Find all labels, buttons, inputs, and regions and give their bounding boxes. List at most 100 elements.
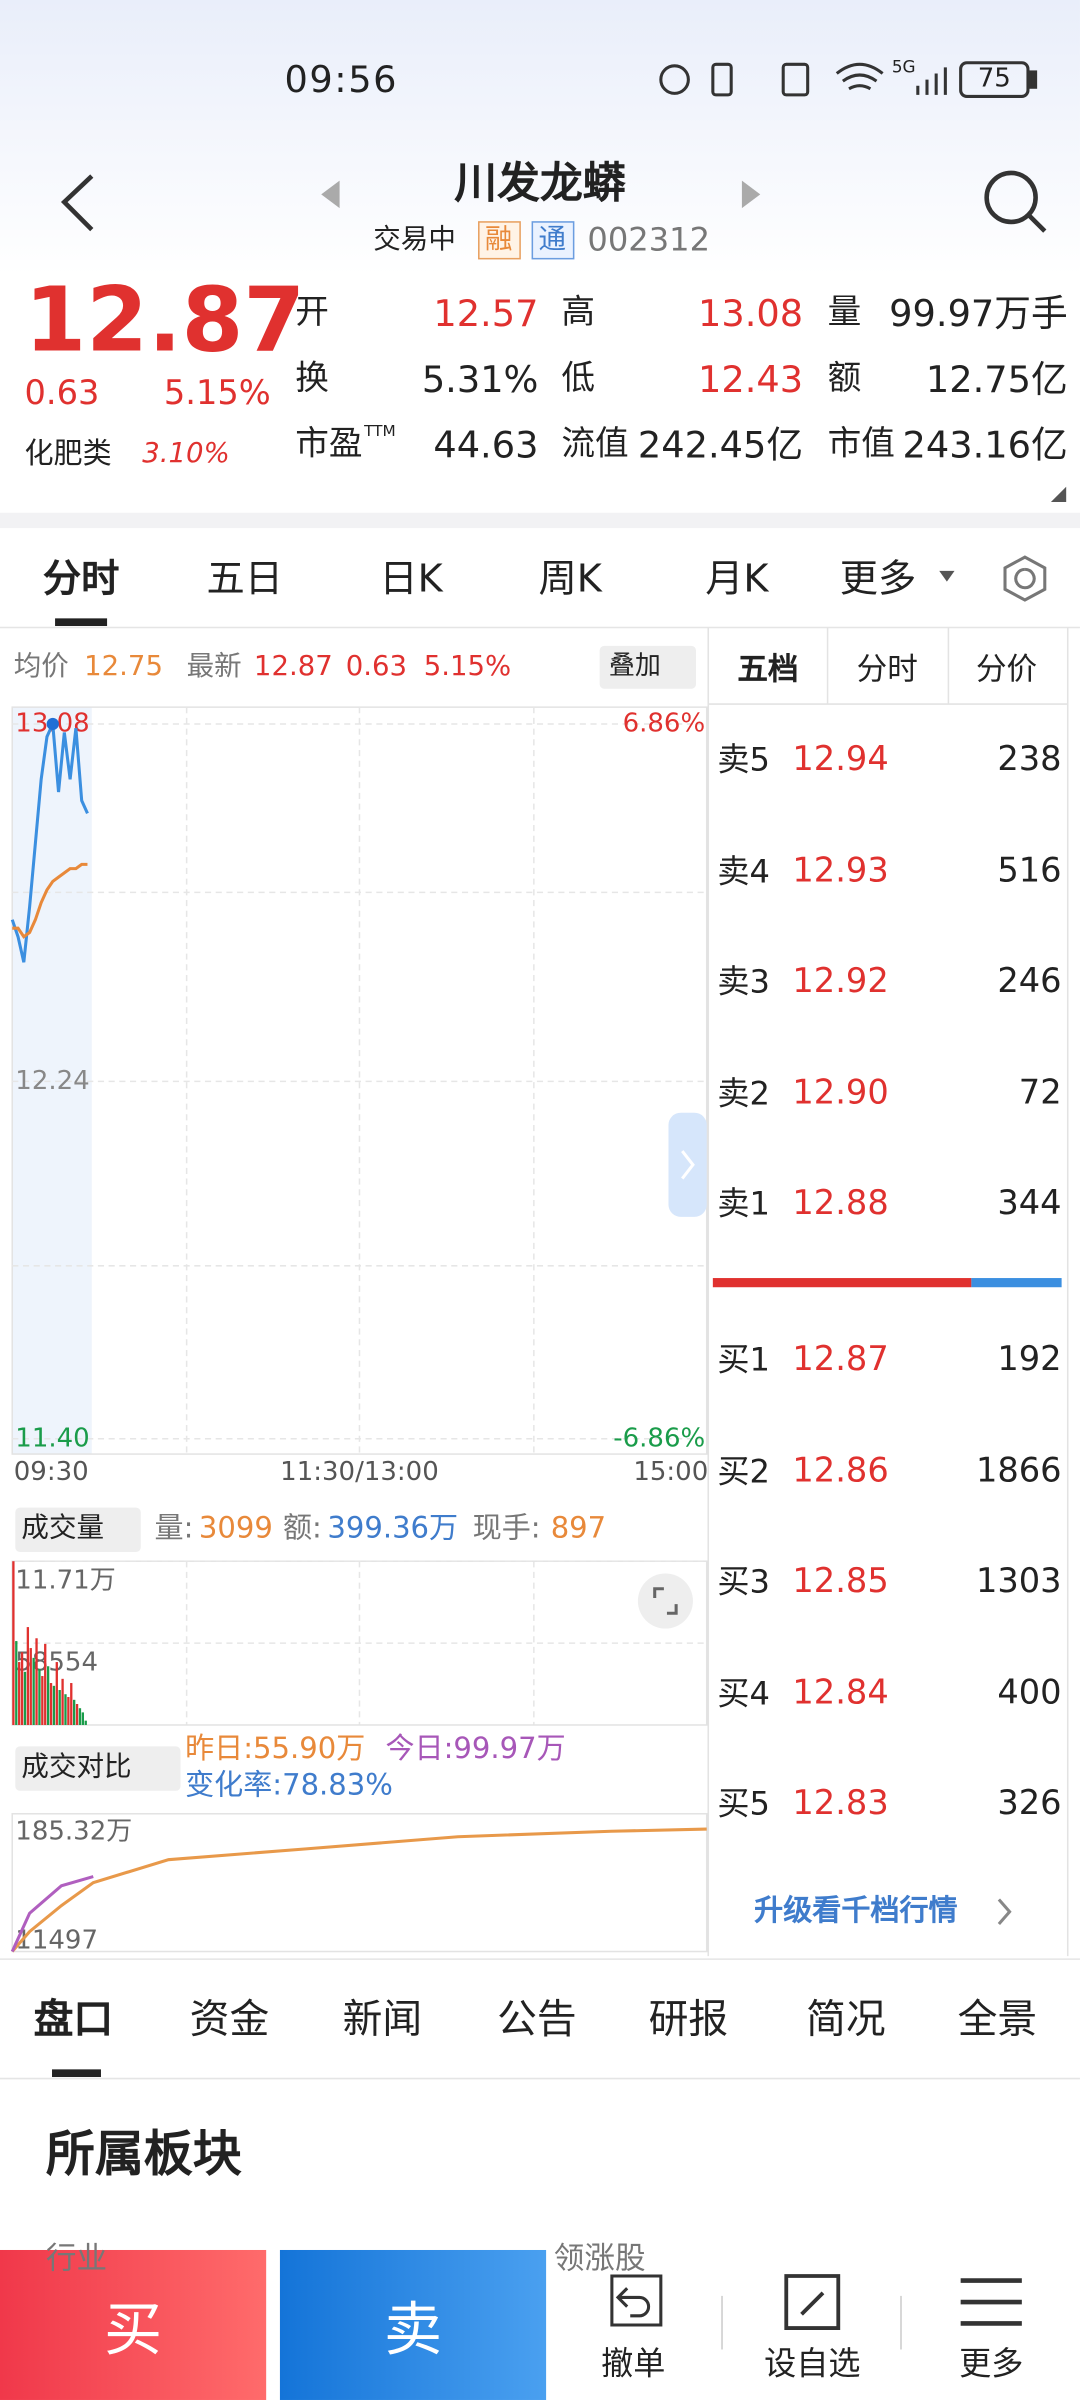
volume-bar [15,1641,18,1725]
field-label: 流值 [561,425,629,464]
volume-bar [70,1683,73,1725]
book-tab[interactable]: 分价 [975,650,1038,688]
sell-label[interactable]: 卖 [383,2295,443,2364]
volume-bar [49,1683,53,1725]
section-industry: 行业 [45,2239,108,2277]
back-button[interactable] [60,174,94,232]
book-label: 买1 [717,1341,771,1379]
y-tick-label: 12.24 [15,1066,89,1096]
grid-quarters [12,707,707,1725]
detail-tab[interactable]: 简况 [806,1997,886,2044]
settings-icon[interactable] [1003,555,1047,602]
detail-tab[interactable]: 新闻 [342,1997,423,2044]
book-volume: 1866 [975,1451,1062,1491]
chart-tab[interactable]: 日K [379,556,443,601]
buy-button[interactable] [0,2249,267,2400]
detail-tab[interactable]: 资金 [189,1997,270,2044]
watchlist-icon[interactable] [784,2274,841,2330]
book-volume: 400 [997,1673,1062,1712]
book-label: 卖2 [717,1074,771,1112]
sell-button[interactable] [279,2249,547,2400]
vol-value: 3099 [198,1511,273,1546]
more-caret [939,570,955,582]
buy-label[interactable]: 买 [104,2295,163,2364]
chart-tab[interactable]: 五日 [206,556,284,601]
book-price: 12.88 [792,1184,889,1223]
cancel-icon[interactable] [610,2274,663,2327]
compare-menu[interactable] [15,1746,181,1791]
volume-title[interactable]: 成交量 [21,1512,105,1545]
book-tab[interactable]: 五档 [737,650,799,688]
volume-menu[interactable] [15,1507,141,1553]
chart-tab[interactable]: 更多 [839,556,917,601]
chart-tab[interactable]: 月K [705,556,769,601]
detail-tab[interactable]: 研报 [648,1997,729,2044]
side-handle-arrow [681,1150,695,1180]
price-line [10,718,89,963]
tag: 通 [538,223,566,256]
tab-indicator [52,2069,101,2078]
volume-bar [41,1676,44,1725]
tool-label[interactable]: 撤单 [601,2345,666,2383]
volume-bar [18,1662,21,1725]
volume-bar [44,1643,47,1725]
tool-label[interactable]: 更多 [959,2345,1024,2383]
compare-today: 今日:99.97万 [385,1731,566,1766]
field-label: 市盈 [295,425,363,464]
field-label: 开 [295,293,329,333]
volume-bar [23,1671,27,1725]
chart-tab[interactable]: 周K [538,556,602,601]
field-value: 13.08 [697,292,804,336]
overlay[interactable]: 叠加 [608,651,661,682]
volume-bar [67,1697,70,1725]
field-label: 高 [561,293,596,333]
volume-bar [20,1652,24,1725]
tag-box [531,221,575,260]
y-tick-label: 11497 [15,1925,98,1955]
book-price: 12.94 [792,740,889,780]
vol-label: 量: [154,1511,194,1546]
field-label: 额 [827,359,862,398]
book-tab[interactable]: 分时 [856,650,918,688]
volume-bar [78,1708,82,1725]
tool-label[interactable]: 设自选 [764,2345,861,2383]
field-value: 12.57 [433,292,539,336]
more-icon[interactable] [960,2278,1022,2326]
compare-line [10,1875,94,1953]
volume-bar [55,1662,58,1725]
detail-tab[interactable]: 公告 [497,1997,577,2044]
field-value: 99.97万手 [889,292,1068,336]
fullscreen-icon [653,1587,678,1615]
compare-rate: 变化率:78.83% [185,1768,393,1803]
upgrade-link[interactable]: 升级看千档行情 [754,1894,958,1928]
compare-title[interactable]: 成交对比 [21,1751,132,1784]
next-stock[interactable] [741,180,761,209]
tab-indicator [55,618,108,627]
field-value: 242.45亿 [637,423,804,467]
side-handle[interactable] [668,1112,707,1217]
chart-tab[interactable]: 分时 [42,556,120,601]
prev-stock[interactable] [321,180,340,209]
detail-tab[interactable]: 盘口 [33,1997,114,2044]
book-price: 12.84 [792,1673,889,1712]
stock-code: 002312 [587,221,711,258]
search-button[interactable] [984,170,1047,233]
sector[interactable]: 化肥类 [24,436,112,471]
detail-tab[interactable]: 全景 [957,1997,1038,2044]
overlay-button[interactable] [599,645,697,689]
status-icons [659,61,1038,98]
book-label: 买3 [717,1563,771,1601]
fullscreen-button[interactable] [637,1573,693,1629]
sector-pct: 3.10% [142,437,230,470]
network: 5G [891,57,916,78]
field-label-sup: TTM [364,423,396,441]
x-tick-label: 15:00 [633,1457,708,1487]
field-value: 5.31% [421,358,539,402]
price-line [12,862,88,939]
volume-bar [84,1720,87,1725]
field-label: 低 [561,359,596,398]
volume-bar [29,1648,32,1725]
compare-frame [11,1812,708,1953]
